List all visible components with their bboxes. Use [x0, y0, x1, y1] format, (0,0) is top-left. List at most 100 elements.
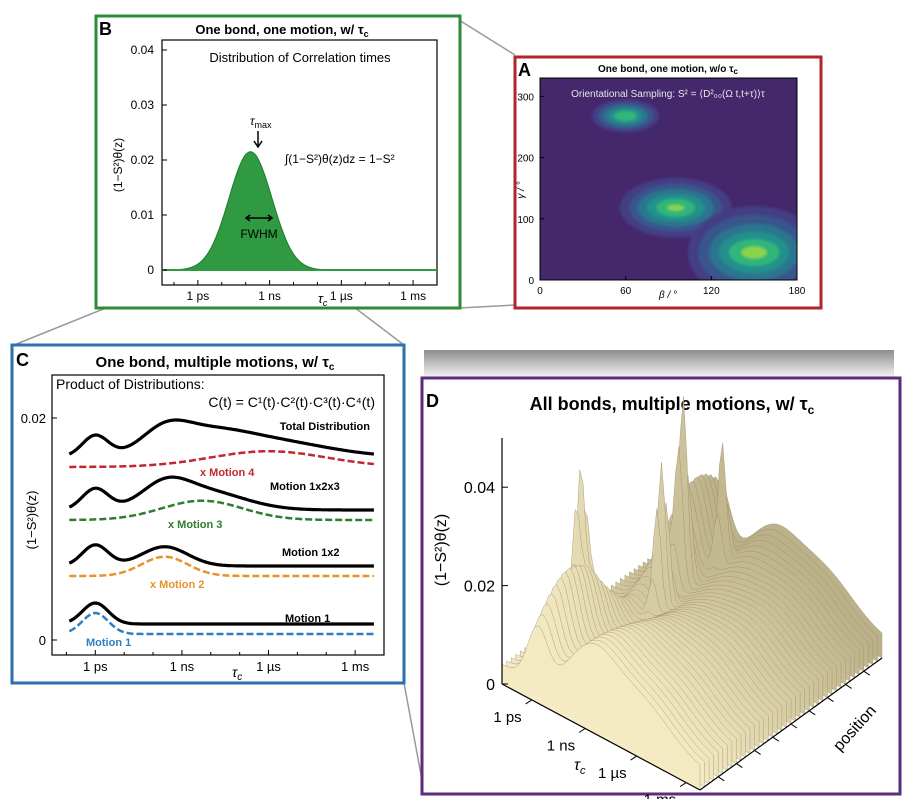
label-x-motion-3: x Motion 3: [168, 519, 222, 531]
panel-d-zticks: 0 0.02 0.04: [464, 480, 508, 694]
panel-d-ylabel: (1−S²)θ(z): [433, 514, 450, 586]
panel-d-letter: D: [426, 391, 439, 411]
panel-b-xticks: 1 ps 1 ns 1 µs 1 ms: [173, 280, 426, 303]
panel-b-letter: B: [99, 19, 112, 39]
panel-b-ylabel: (1−S²)θ(z): [111, 138, 125, 192]
motion-1x2-product: [68, 543, 374, 568]
panel-d-position-tick: [717, 776, 725, 782]
panel-a-ytick-label: 0: [528, 276, 534, 287]
panel-d-ztick-label: 0.04: [464, 480, 495, 497]
panel-b-ytick-label: 0.04: [131, 43, 155, 57]
panel-a-xlabel: β / °: [658, 290, 677, 301]
motion-3-dashed: [69, 499, 374, 522]
label-motion-1-blue: Motion 1: [86, 637, 131, 649]
panel-d-tau-axis: [501, 683, 701, 791]
tau-max-arrow: [253, 131, 263, 149]
panel-b-integral: ∫(1−S²)θ(z)dz = 1−S²: [284, 152, 395, 166]
panel-c-title: One bond, multiple motions, w/ τc: [96, 354, 335, 373]
panel-c-letter: C: [16, 350, 29, 370]
motion-2-dashed: [69, 555, 374, 578]
panel-a-density-level: [667, 204, 685, 211]
panel-d-position-tick: [754, 749, 761, 755]
panel-c-product-title: Product of Distributions:: [56, 376, 205, 392]
panel-c-ytick-label: 0: [39, 633, 46, 648]
panel-b-ytick-label: 0.02: [131, 153, 155, 167]
surface-slice: [501, 625, 701, 791]
panel-c-formula: C(t) = C¹(t)·C²(t)·C³(t)·C⁴(t): [208, 394, 375, 410]
panel-a-axes: [539, 77, 798, 281]
label-total-distribution: Total Distribution: [280, 421, 371, 433]
panel-c-xtick-label: 1 ps: [83, 659, 108, 674]
panel-b-xtick-label: 1 ps: [187, 289, 210, 303]
panel-c-axes: [51, 374, 385, 656]
motion-1-dashed: [68, 611, 374, 636]
panel-c-xticks: 1 ps 1 ns 1 µs 1 ms: [65, 650, 370, 674]
panel-c-xtick-label: 1 µs: [256, 659, 281, 674]
tau-max-label: τmax: [250, 114, 272, 130]
label-x-motion-2: x Motion 2: [150, 579, 204, 591]
panel-d-position-tick: [790, 723, 798, 729]
panel-d-ztick-label: 0: [486, 677, 495, 694]
panel-a-heatmap: [592, 99, 797, 280]
label-motion-1x2x3: Motion 1x2x3: [270, 481, 340, 493]
panel-b-xtick-label: 1 ns: [258, 289, 281, 303]
panel-d-xtick-label: 1 ps: [493, 709, 521, 726]
panel-d-xtick-mark: [679, 782, 687, 787]
panel-d-title: All bonds, multiple motions, w/ τc: [530, 394, 815, 417]
panel-b-xlabel: τc: [318, 291, 328, 308]
panel-b-ytick-label: 0.01: [131, 208, 155, 222]
panel-d-surface: [501, 396, 883, 791]
panel-a-xtick-label: 0: [537, 286, 543, 297]
panel-d-position-tick: [827, 697, 834, 703]
motion-1x2x3-product: [68, 475, 374, 512]
panel-d-xtick-label: 1 ms: [644, 792, 677, 799]
panel-d-xtick-label: 1 ns: [547, 738, 575, 755]
fwhm-arrow: [244, 214, 274, 222]
panel-a-title: One bond, one motion, w/o τc: [598, 64, 739, 76]
panel-d-xtick-label: 1 µs: [598, 765, 627, 782]
panel-d-xlabel: τc: [574, 757, 586, 777]
panel-a-ylabel: γ / °: [516, 181, 527, 198]
panel-b-xtick-label: 1 µs: [330, 289, 353, 303]
panel-c-curves: [68, 418, 375, 636]
panel-c-xtick-label: 1 ms: [341, 659, 370, 674]
panel-b-subtitle: Distribution of Correlation times: [209, 50, 391, 65]
panel-c-frame: [10, 343, 406, 685]
panel-d-position-tick: [863, 670, 871, 676]
panel-a-ytick-label: 100: [517, 215, 534, 226]
panel-d-ztick-label: 0.02: [464, 579, 495, 596]
motion-1-product: [68, 601, 374, 626]
panel-b: B One bond, one motion, w/ τc Distributi…: [94, 14, 462, 310]
panel-c-yticks: 00.02: [21, 411, 57, 648]
panel-b-ytick-label: 0: [147, 263, 154, 277]
panel-b-xtick-label: 1 ms: [400, 289, 426, 303]
panel-b-title: One bond, one motion, w/ τc: [195, 22, 368, 39]
panel-b-yticks: 0 0.01 0.02 0.03 0.04: [131, 43, 167, 277]
panel-c-ytick-label: 0.02: [21, 411, 46, 426]
panel-c-xlabel: τc: [232, 664, 242, 683]
panel-a-ytick-label: 300: [517, 92, 534, 103]
panel-d-xticks: 1 ps 1 ns 1 µs 1 ms: [493, 699, 687, 804]
panel-d: D All bonds, multiple motions, w/ τc 0 0.…: [420, 350, 902, 804]
panel-d-position-ticks: [717, 670, 871, 782]
panel-c: C One bond, multiple motions, w/ τc Prod…: [10, 343, 406, 685]
panel-d-shadow: [424, 350, 894, 380]
panel-d-xtick-mark: [630, 755, 637, 761]
panel-c-ylabel: (1−S²)θ(z): [24, 491, 39, 550]
panel-a-yticks: 0 100 200 300: [517, 92, 544, 287]
label-x-motion-4: x Motion 4: [200, 467, 255, 479]
panel-d-position-tick: [736, 763, 743, 769]
panel-a-ytick-label: 200: [517, 154, 534, 165]
fwhm-label: FWHM: [240, 227, 277, 241]
panel-a-xtick-label: 180: [789, 286, 806, 297]
label-motion-1-black: Motion 1: [285, 613, 330, 625]
label-motion-1x2: Motion 1x2: [282, 547, 339, 559]
panel-d-position-tick: [808, 710, 816, 716]
panel-a-letter: A: [518, 60, 531, 80]
panel-a: A One bond, one motion, w/o τc Orientati…: [513, 55, 823, 310]
panel-a-density-level: [741, 246, 767, 259]
panel-d-xtick-mark: [578, 728, 586, 733]
panel-d-position-tick: [772, 736, 780, 742]
panel-d-xtick-mark: [525, 699, 532, 705]
panel-a-subtitle: Orientational Sampling: S² = ⟨D²₀₀(Ω t,t…: [571, 89, 765, 100]
